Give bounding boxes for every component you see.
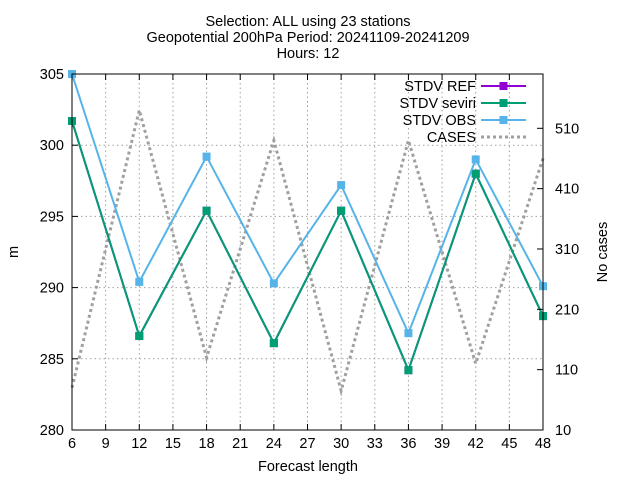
y2-tick-label: 110 <box>555 363 578 379</box>
data-point-stdv-seviri <box>202 206 211 215</box>
legend-label: STDV REF <box>404 79 476 95</box>
y2-tick-label: 10 <box>555 423 571 439</box>
y-axis-label: m <box>6 246 22 258</box>
x-tick-label: 39 <box>434 436 450 452</box>
x-tick-label: 9 <box>102 436 110 452</box>
data-point-stdv-obs <box>135 277 144 286</box>
chart-title: Selection: ALL using 23 stations Geopote… <box>146 14 469 62</box>
legend-item: CASES <box>427 130 526 146</box>
axis-ticks: 6 9 12 15 18 21 24 27 30 33 36 39 42 45 48 280 285 290 295… <box>40 67 579 452</box>
x-tick-label: 33 <box>367 436 383 452</box>
legend-marker <box>499 116 508 124</box>
x-tick-label: 36 <box>400 436 416 452</box>
x-tick-label: 42 <box>468 436 484 452</box>
data-point-stdv-seviri <box>404 366 413 375</box>
data-point-stdv-obs <box>404 329 413 338</box>
y2-axis-label: No cases <box>595 222 611 282</box>
legend-label: CASES <box>427 130 476 146</box>
data-point-stdv-obs <box>202 152 211 161</box>
y2-tick-label: 410 <box>555 182 579 198</box>
legend-label: STDV seviri <box>399 96 476 112</box>
y-tick-label: 285 <box>40 352 64 368</box>
y-tick-label: 290 <box>40 281 64 297</box>
data-point-stdv-seviri <box>269 339 278 348</box>
series-line-cases <box>70 109 545 397</box>
x-tick-label: 30 <box>333 436 349 452</box>
title-line-1: Selection: ALL using 23 stations <box>205 14 410 30</box>
x-tick-label: 12 <box>131 436 147 452</box>
y2-tick-label: 210 <box>555 302 579 318</box>
x-tick-label: 27 <box>299 436 315 452</box>
x-axis-label: Forecast length <box>258 459 358 475</box>
y2-tick-label: 310 <box>555 242 579 258</box>
data-point-stdv-seviri <box>135 332 144 341</box>
y-tick-label: 295 <box>40 209 64 225</box>
legend-item: STDV seviri <box>399 96 526 112</box>
x-tick-label: 45 <box>501 436 517 452</box>
legend-item: STDV OBS <box>403 113 526 129</box>
data-point-stdv-seviri <box>337 206 346 215</box>
x-tick-label: 24 <box>266 436 282 452</box>
legend-label: STDV OBS <box>403 113 476 129</box>
y-tick-label: 300 <box>40 138 64 154</box>
y2-tick-label: 510 <box>555 121 579 137</box>
series-line-stdv-obs <box>71 73 544 336</box>
data-point-stdv-seviri <box>471 169 480 178</box>
series-layer <box>68 70 547 397</box>
legend-marker <box>499 99 508 107</box>
series-line-stdv-seviri <box>71 120 544 373</box>
y-tick-label: 280 <box>40 423 64 439</box>
y-tick-label: 305 <box>40 67 64 83</box>
x-tick-label: 18 <box>199 436 215 452</box>
x-tick-label: 6 <box>68 436 76 452</box>
data-point-stdv-obs <box>337 181 346 190</box>
legend-item: STDV REF <box>404 79 526 95</box>
x-tick-label: 21 <box>232 436 248 452</box>
x-tick-label: 48 <box>535 436 551 452</box>
data-point-stdv-obs <box>471 155 480 164</box>
title-line-3: Hours: 12 <box>277 46 340 62</box>
title-line-2: Geopotential 200hPa Period: 20241109-202… <box>146 30 469 46</box>
x-tick-label: 15 <box>165 436 181 452</box>
legend-marker <box>499 82 508 90</box>
series-cases <box>70 109 545 397</box>
data-point-stdv-obs <box>269 279 278 288</box>
